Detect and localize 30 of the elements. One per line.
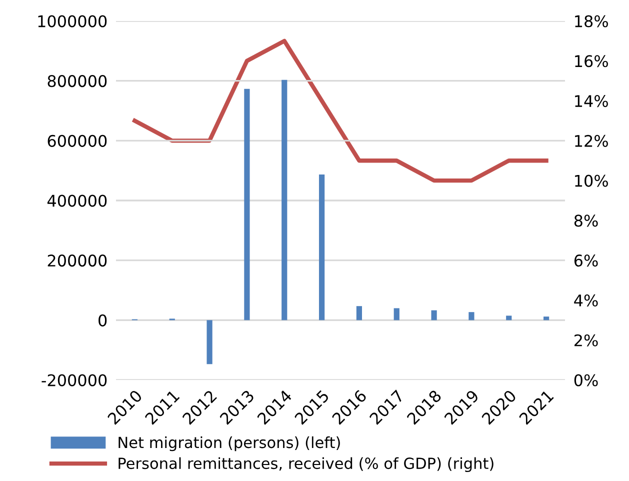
- y2-tick-label: 18%: [575, 15, 608, 28]
- bar: [282, 80, 288, 320]
- y-tick-label: 200000: [48, 254, 107, 267]
- y2-tick-label: 8%: [574, 214, 598, 227]
- bar: [394, 308, 400, 320]
- bar: [244, 88, 250, 320]
- legend-label: Net migration (persons) (left): [118, 436, 340, 452]
- bar: [356, 306, 362, 320]
- y2-tick-label: 10%: [575, 174, 608, 187]
- y-tick-label: 600000: [48, 134, 107, 147]
- bar: [468, 312, 474, 320]
- bar: [206, 320, 212, 364]
- y-tick-label: 400000: [47, 194, 107, 207]
- y2-tick-label: 14%: [575, 94, 608, 108]
- y2-tick-label: 2%: [574, 334, 598, 346]
- y-tick-label: 800000: [48, 75, 107, 88]
- y2-tick-label: 16%: [575, 55, 608, 68]
- y-tick-label: 0: [98, 314, 107, 326]
- legend-label: Personal remittances, received (% of GDP) (right): [118, 457, 494, 472]
- y2-tick-label: 0%: [574, 374, 598, 386]
- y2-tick-label: 4%: [574, 294, 598, 307]
- y-tick-label: -200000: [42, 374, 107, 386]
- bar: [506, 316, 512, 320]
- line-series: [132, 38, 548, 183]
- bar: [431, 310, 437, 320]
- bar: [318, 174, 325, 320]
- bar: [543, 316, 550, 320]
- y2-tick-label: 12%: [575, 134, 608, 147]
- y2-tick-label: 6%: [574, 254, 598, 267]
- y-tick-label: 1000000: [38, 15, 107, 28]
